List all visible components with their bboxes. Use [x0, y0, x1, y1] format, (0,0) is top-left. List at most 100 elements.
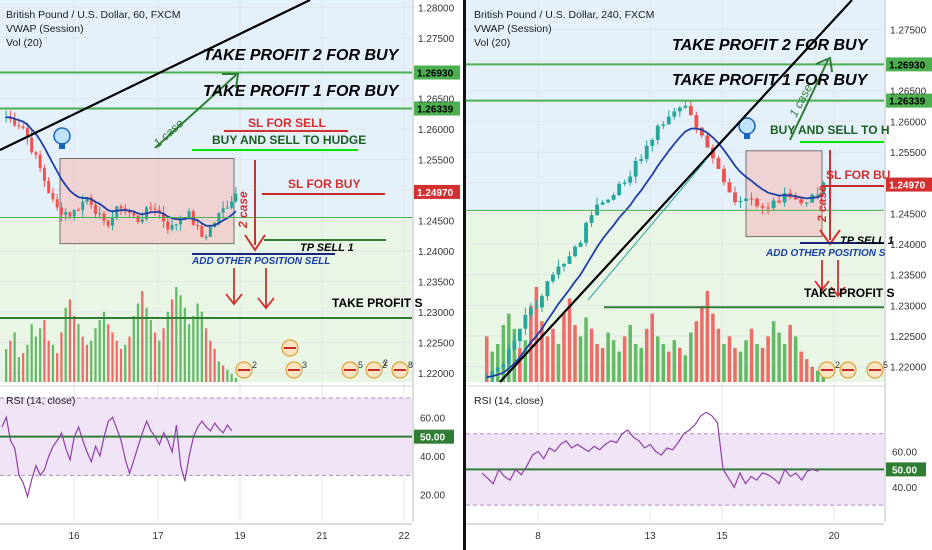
volume-bar [226, 369, 229, 382]
annotation-tp1-buy: TAKE PROFIT 1 FOR BUY [672, 72, 869, 89]
volume-bar [43, 320, 46, 382]
volume-bar [90, 340, 93, 382]
volume-bar [496, 344, 500, 382]
trendline-thin [587, 159, 707, 301]
volume-bar [162, 328, 165, 382]
volume-bar [644, 328, 649, 382]
candle-body [556, 266, 561, 275]
lightbulb-icon-base [744, 133, 750, 139]
candle-body [30, 137, 34, 153]
volume-bar [700, 306, 704, 382]
candle-body [694, 115, 699, 128]
arrow-head [257, 297, 275, 310]
rsi-line [481, 411, 819, 489]
time-tick-label: 17 [152, 531, 164, 542]
rsi-line [1, 415, 233, 499]
volume-bar [595, 344, 599, 382]
candle-body [617, 183, 622, 196]
last-price-tag [886, 177, 932, 192]
volume-bar [94, 328, 97, 382]
time-tick-label: 19 [234, 531, 246, 542]
volume-bar [34, 336, 38, 382]
volume-bar [81, 336, 84, 382]
candle-body [760, 206, 765, 208]
annotation-tp2-buy: TAKE PROFIT 2 FOR BUY [672, 37, 869, 54]
volume-bar [556, 344, 561, 382]
candle-body [551, 274, 555, 282]
price-tick-label: 1.26500 [890, 87, 927, 98]
volume-bar [633, 344, 638, 382]
candle-body [166, 221, 170, 230]
candle-body [506, 349, 511, 364]
candle-body [528, 308, 533, 315]
price-tick-label: 1.26500 [418, 95, 455, 106]
candle-body [716, 158, 721, 169]
volume-bar [209, 340, 212, 382]
volume-bar [149, 320, 152, 382]
candle-body [589, 215, 594, 223]
time-tick-label: 15 [716, 531, 728, 542]
annotation-add-sell: ADD OTHER POSITION S [765, 248, 886, 259]
candle-body [68, 212, 72, 217]
volume-bar [810, 366, 814, 382]
event-badge-count: 2 [835, 360, 840, 370]
candle-body [106, 220, 110, 226]
volume-bar [145, 307, 148, 382]
rsi-tick-label: 20.00 [420, 491, 445, 502]
volume-bar [617, 351, 621, 382]
volume-bar [744, 340, 748, 382]
chart-panel-1: 1.26930 1.26339 1.24970 1.27500 1.26500 1.260… [466, 0, 932, 542]
candle-body [661, 124, 666, 126]
candle-body [85, 197, 89, 202]
volume-bar [749, 328, 754, 382]
candle-body [153, 208, 157, 210]
price-tick-label: 1.22500 [418, 338, 455, 349]
price-tick-label: 1.23500 [890, 271, 927, 282]
volume-bar [115, 340, 118, 382]
volume-bar [60, 332, 63, 382]
volume-bar [766, 336, 770, 382]
volume-bar [540, 321, 544, 382]
annotation-sl-buy: SL FOR BUY [288, 177, 360, 191]
candle-body [149, 207, 153, 209]
time-tick-label: 20 [828, 531, 840, 542]
rsi-tick-label: 60.00 [420, 413, 445, 424]
candle-body [606, 199, 611, 203]
volume-bar [102, 311, 106, 382]
volume-bar [119, 348, 123, 382]
candle-body [733, 192, 737, 203]
candle-body [225, 207, 229, 209]
candle-body [136, 215, 140, 223]
candle-body [234, 193, 238, 202]
panel-divider [463, 0, 466, 550]
volume-bar [39, 328, 42, 382]
level-label: 1.26339 [417, 105, 454, 116]
indicator-vwap-right: VWAP (Session) [474, 23, 552, 35]
indicator-vwap-left: VWAP (Session) [6, 23, 84, 35]
last-price-label: 1.24970 [417, 188, 454, 199]
annotation-2-case: 2 case [815, 185, 829, 223]
candle-body [200, 225, 204, 238]
price-tick-label: 1.28000 [418, 3, 455, 14]
volume-bar [56, 353, 59, 382]
candle-body [573, 246, 577, 257]
candle-body [705, 135, 710, 148]
candle-body [755, 198, 759, 207]
chart-title-left: British Pound / U.S. Dollar, 60, FXCM [6, 9, 181, 21]
annotation-tp-sell: TAKE PROFIT S [332, 296, 422, 310]
volume-bar [68, 299, 72, 382]
volume-bar [183, 307, 186, 382]
arrow-head [815, 56, 833, 73]
volume-bar [175, 287, 178, 382]
candle-body [562, 263, 566, 267]
price-axis-bg [414, 0, 460, 522]
volume-bar [672, 340, 677, 382]
level-label: 1.26339 [889, 97, 926, 108]
candle-body [771, 200, 776, 209]
volume-bar [234, 377, 237, 382]
rsi-title-right: RSI (14, close) [474, 395, 544, 407]
volume-bar [622, 336, 627, 382]
volume-bar [815, 370, 820, 382]
volume-bar [512, 328, 517, 382]
